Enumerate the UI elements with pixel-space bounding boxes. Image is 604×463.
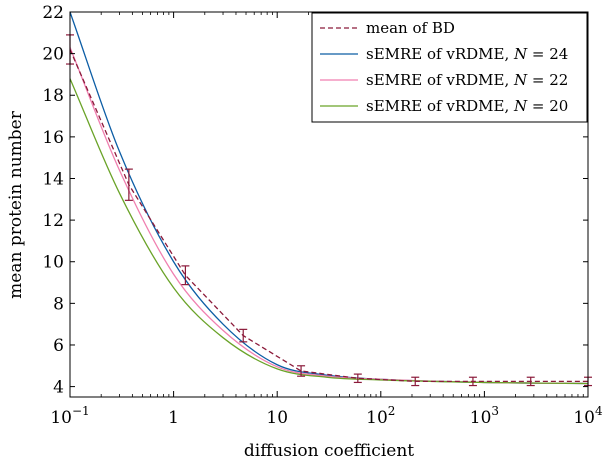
x-tick-label: 103 xyxy=(470,404,499,428)
x-tick-label: 104 xyxy=(573,404,603,428)
legend-entry: mean of BD xyxy=(366,19,455,37)
legend-entry: sEMRE of vRDME, N = 20 xyxy=(366,97,568,115)
error-bar xyxy=(297,365,306,377)
y-tick-label: 22 xyxy=(42,3,64,23)
legend-entry: sEMRE of vRDME, N = 22 xyxy=(366,71,568,89)
plot-frame xyxy=(69,11,589,398)
series-line-bd-mean xyxy=(70,49,588,383)
y-tick-label: 14 xyxy=(42,169,64,189)
y-tick-label: 6 xyxy=(53,336,64,356)
error-bar xyxy=(353,373,362,384)
legend-entry: sEMRE of vRDME, N = 24 xyxy=(366,45,568,63)
error-bar xyxy=(468,376,477,387)
x-tick-label: 10−1 xyxy=(50,404,89,428)
y-axis-title: mean protein number xyxy=(6,110,26,299)
y-tick-label: 8 xyxy=(53,294,64,314)
x-tick-label: 1 xyxy=(168,408,179,428)
y-tick-label: 10 xyxy=(42,253,64,273)
y-tick-label: 20 xyxy=(42,45,64,65)
y-tick-label: 16 xyxy=(42,128,64,148)
error-bar xyxy=(411,376,420,387)
x-tick-label: 102 xyxy=(366,404,395,428)
error-bar xyxy=(526,376,535,387)
y-tick-label: 18 xyxy=(42,86,64,106)
y-tick-label: 12 xyxy=(42,211,64,231)
y-tick-label: 4 xyxy=(53,378,64,398)
x-tick-label: 10 xyxy=(266,408,288,428)
error-bar xyxy=(239,328,248,343)
legend-box xyxy=(311,12,588,123)
series-layer xyxy=(70,12,588,385)
error-bar xyxy=(181,265,190,286)
error-bar xyxy=(124,168,133,201)
series-line-n20 xyxy=(70,78,588,385)
legend: mean of BD sEMRE of vRDME, N = 24 sEMRE of… xyxy=(311,12,588,123)
tick-label-layer: 4 6 8 10 12 14 16 18 20 22 10−1 1 10 102 103 104 xyxy=(42,3,603,428)
x-axis-title: diffusion coefficient xyxy=(244,441,414,461)
